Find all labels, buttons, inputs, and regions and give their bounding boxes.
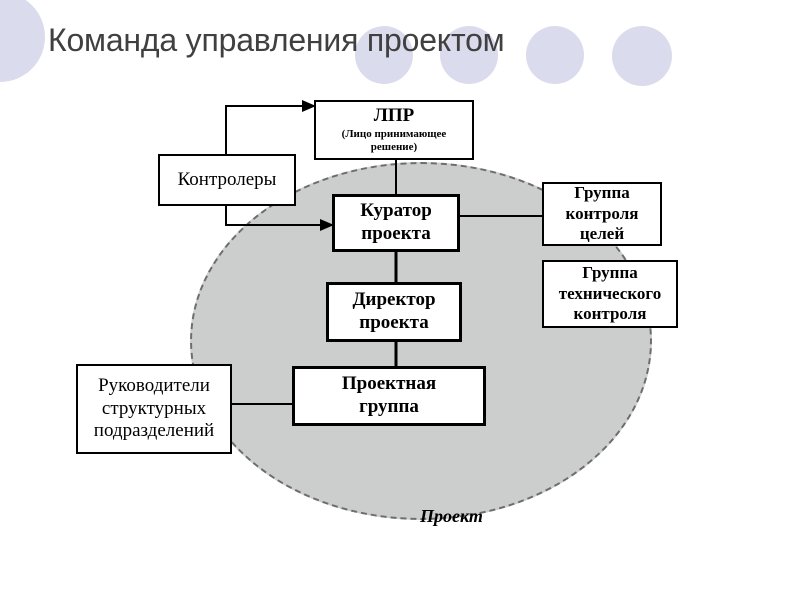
- slide-title: Команда управления проектом: [48, 22, 504, 59]
- node-pg-l1: Проектная: [342, 373, 436, 396]
- diagram-canvas: Проект ЛПР (Лицо принимающее решение) Ко…: [0, 90, 800, 590]
- node-tech-l2: технического: [559, 284, 661, 304]
- node-sh-l3: подразделений: [94, 420, 214, 443]
- node-goals-control: Группа контроля целей: [542, 182, 662, 246]
- node-curator: Куратор проекта: [332, 194, 460, 252]
- decorative-circle: [0, 0, 45, 82]
- node-sh-l1: Руководители: [98, 375, 210, 398]
- node-curator-l2: проекта: [361, 223, 430, 246]
- node-goals-l2: контроля: [566, 204, 639, 224]
- project-ellipse-label: Проект: [420, 506, 483, 527]
- node-tech-l1: Группа: [582, 263, 638, 283]
- node-lpr-title: ЛПР: [374, 105, 415, 128]
- node-sh-l2: структурных: [102, 398, 206, 421]
- node-director-l1: Директор: [352, 289, 435, 312]
- node-tech-control: Группа технического контроля: [542, 260, 678, 328]
- node-goals-l3: целей: [580, 224, 624, 244]
- decorative-circle: [526, 26, 584, 84]
- node-controllers-label: Контролеры: [178, 169, 277, 192]
- node-lpr: ЛПР (Лицо принимающее решение): [314, 100, 474, 160]
- decorative-circle: [612, 26, 672, 86]
- node-tech-l3: контроля: [574, 304, 647, 324]
- node-structural-heads: Руководители структурных подразделений: [76, 364, 232, 454]
- node-curator-l1: Куратор: [360, 200, 432, 223]
- node-director: Директор проекта: [326, 282, 462, 342]
- node-lpr-subtitle: (Лицо принимающее решение): [318, 128, 470, 154]
- node-project-group: Проектная группа: [292, 366, 486, 426]
- node-controllers: Контролеры: [158, 154, 296, 206]
- node-pg-l2: группа: [359, 396, 419, 419]
- node-director-l2: проекта: [359, 312, 428, 335]
- node-goals-l1: Группа: [574, 183, 630, 203]
